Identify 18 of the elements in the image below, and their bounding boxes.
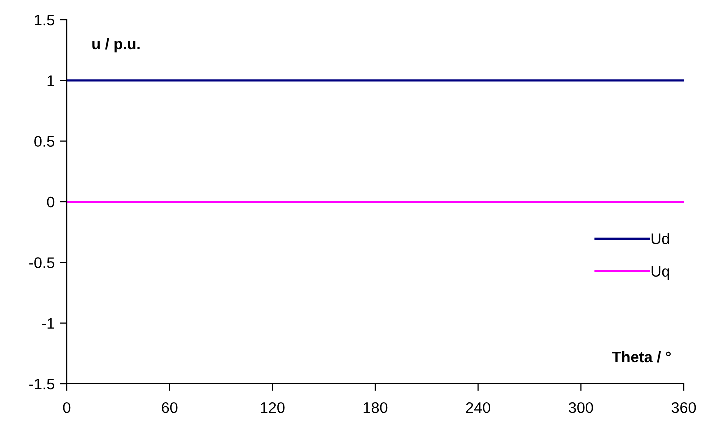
y-tick-label: 1.5 xyxy=(35,15,55,26)
y-tick-label: -1.5 xyxy=(30,379,55,390)
y-axis-title: u / p.u. xyxy=(92,38,140,53)
x-tick-label: 60 xyxy=(162,402,178,414)
x-tick-label: 360 xyxy=(672,402,696,414)
y-tick-label: -1 xyxy=(42,318,54,329)
x-axis-title: Theta / ° xyxy=(612,351,672,363)
y-tick-label: 0.5 xyxy=(34,136,55,148)
legend-label: Ud xyxy=(652,233,670,244)
x-tick-label: 120 xyxy=(261,402,285,414)
y-tick-label: 1 xyxy=(48,76,54,86)
legend-label: Uq xyxy=(652,266,670,280)
x-tick-label: 240 xyxy=(466,402,490,414)
x-tick-label: 300 xyxy=(569,402,594,414)
x-tick-label: 180 xyxy=(364,402,388,414)
y-tick-label: 0 xyxy=(47,196,55,208)
y-tick-label: -0.5 xyxy=(30,258,55,268)
x-tick-label: 0 xyxy=(63,402,71,414)
